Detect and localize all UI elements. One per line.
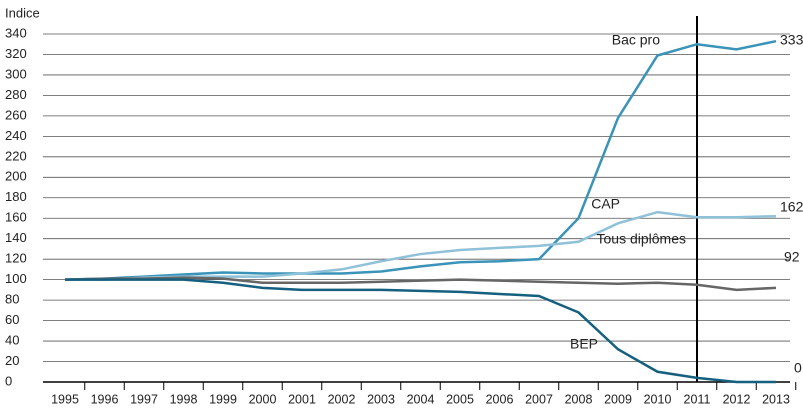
y-tick-label: 20 [5,353,19,368]
series-label: Bac pro [612,32,660,48]
x-tick-label: 2008 [565,392,593,406]
y-tick-label: 220 [5,148,27,163]
y-tick-label: 200 [5,169,27,184]
y-tick-label: 160 [5,210,27,225]
y-tick-label: 80 [5,292,19,307]
x-tick-label: 2012 [723,392,751,406]
line-series [65,278,776,384]
series-label: CAP [591,196,620,212]
y-tick-label: 40 [5,332,19,347]
x-tick-label: 1997 [130,392,158,406]
y-tick-label: 140 [5,230,27,245]
y-tick-label: 120 [5,251,27,266]
x-tick-label: 2003 [367,392,395,406]
y-tick-label: 320 [5,46,27,61]
y-tick-label: 180 [5,189,27,204]
y-tick-label: 260 [5,107,27,122]
y-tick-label: 300 [5,66,27,81]
y-tick-label: 100 [5,271,27,286]
series-label: Tous diplômes [597,231,687,247]
end-value-label: 92 [784,249,800,265]
end-value-label: 162 [780,199,803,215]
series-label: BEP [570,336,598,352]
y-tick-label: 0 [5,373,12,388]
end-value-label: 0 [794,360,802,376]
x-tick-label: 1998 [170,392,198,406]
y-tick-label: 60 [5,312,19,327]
x-tick-label: 2006 [486,392,514,406]
line-series [64,276,777,292]
x-tick-label: 1996 [91,392,119,406]
x-tick-label: 1995 [51,392,79,406]
x-tick-label: 2000 [249,392,277,406]
line-series [64,39,777,281]
y-tick-label: 280 [5,87,27,102]
x-tick-label: 2010 [644,392,672,406]
y-axis-label: Indice [5,5,40,20]
x-tick-label: 2007 [525,392,553,406]
x-tick-label: 2013 [762,392,790,406]
x-tick-label: 2011 [684,392,711,406]
x-tick-label: 2005 [446,392,474,406]
x-tick-label: 2002 [328,392,356,406]
x-tick-label: 2001 [288,392,316,406]
x-tick-label: 2009 [604,392,632,406]
y-tick-label: 340 [5,25,27,40]
x-tick-label: 1999 [209,392,237,406]
end-value-label: 333 [780,32,803,48]
x-tick-label: 2004 [407,392,435,406]
y-tick-label: 240 [5,128,27,143]
